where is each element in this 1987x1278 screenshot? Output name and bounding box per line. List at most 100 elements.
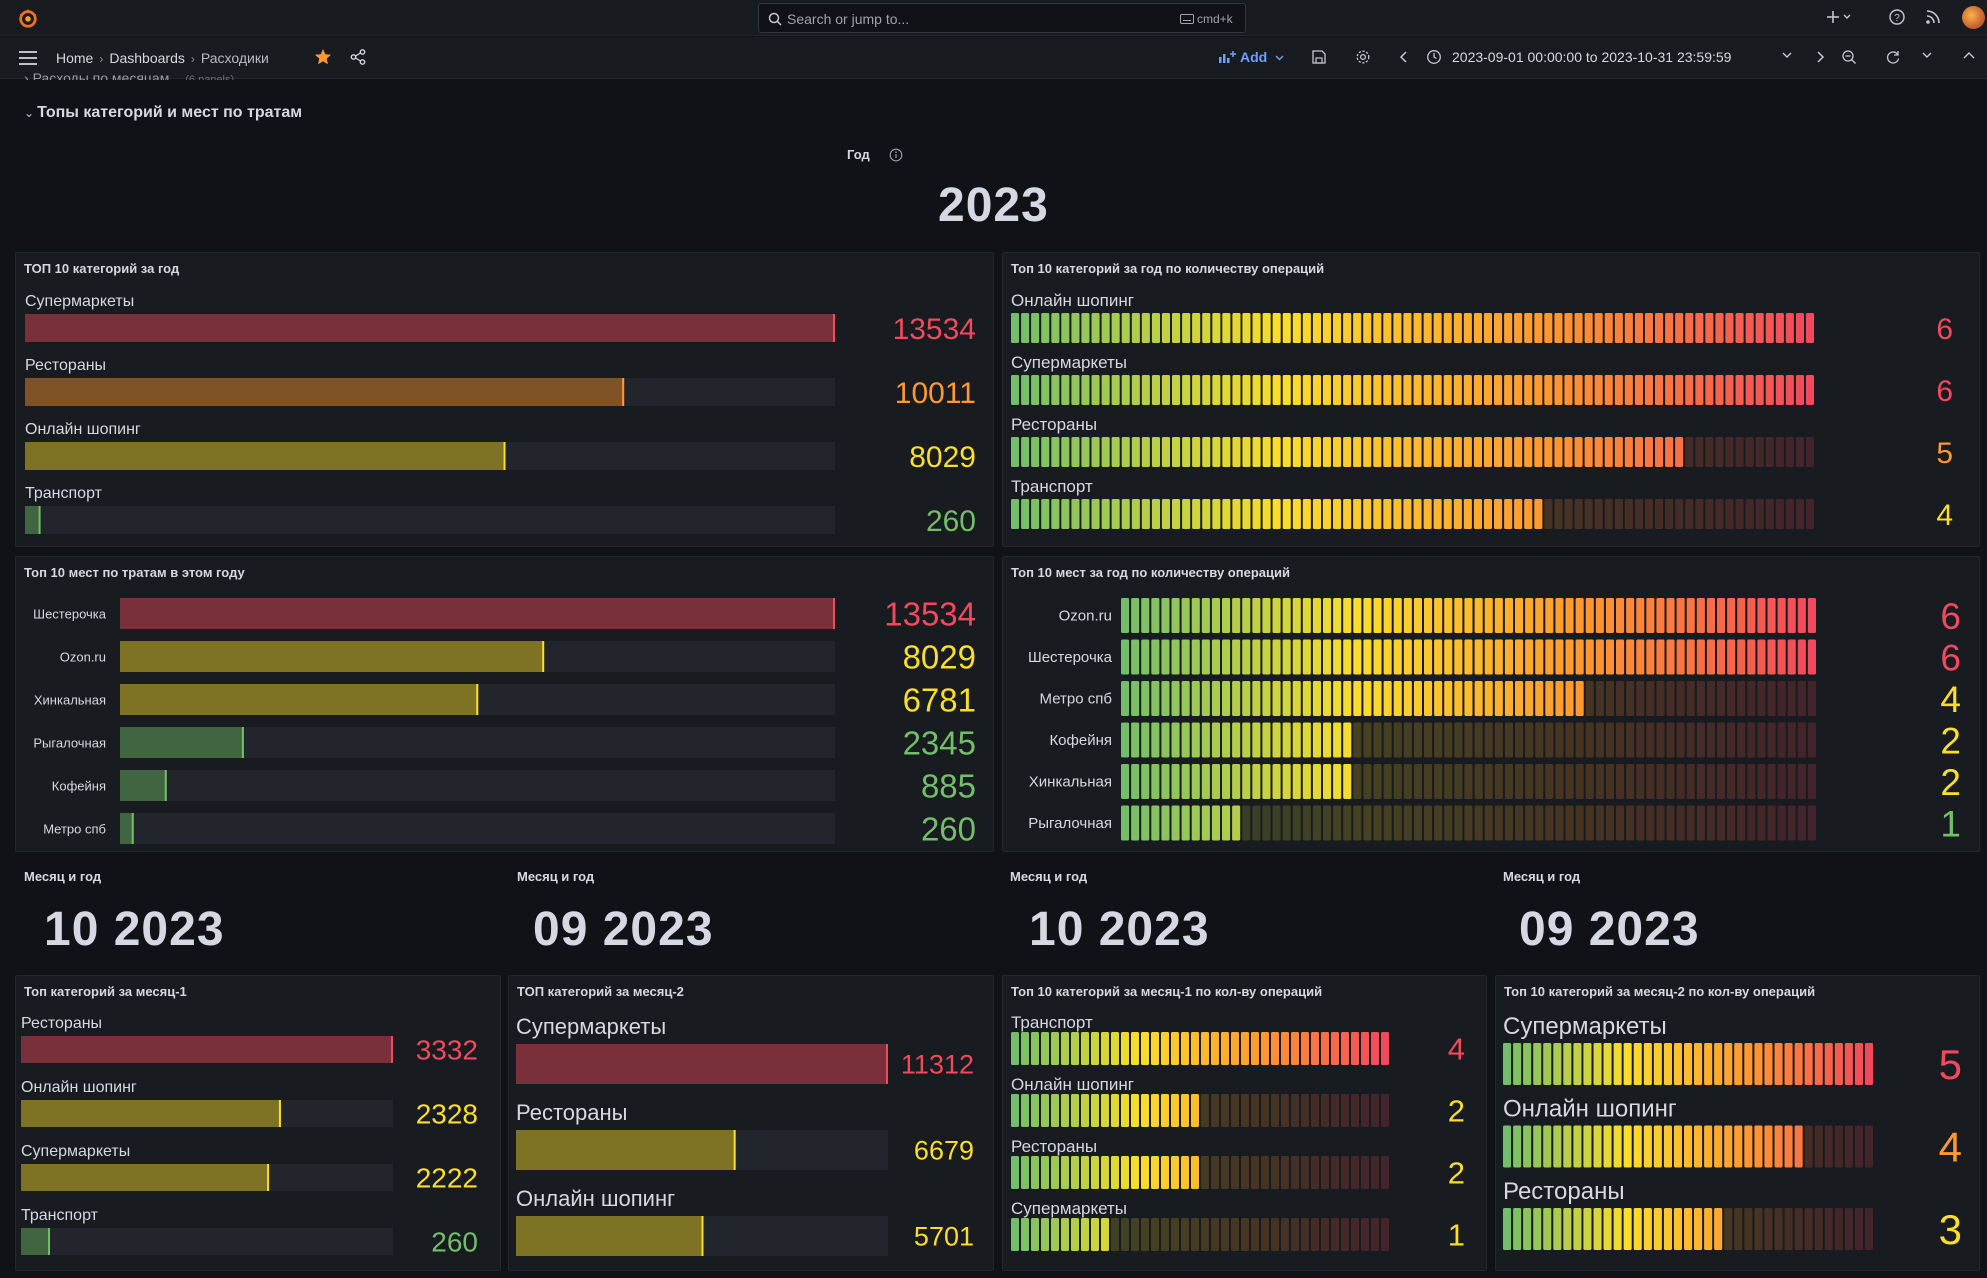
lcd-cell-lit	[1686, 639, 1695, 675]
lcd-cell-lit	[1041, 375, 1050, 405]
help-icon[interactable]: ?	[1888, 8, 1906, 26]
lcd-cell-unlit	[1371, 1094, 1379, 1127]
lcd-cell-lit	[1616, 639, 1625, 675]
panel-top-categories-year-count: Топ 10 категорий за год по количеству оп…	[1002, 252, 1980, 547]
collapsed-row-header[interactable]: › Расходы по месяцам (6 panels)	[24, 70, 234, 80]
bar-fill[interactable]	[21, 1164, 270, 1191]
time-range-picker[interactable]: 2023-09-01 00:00:00 to 2023-10-31 23:59:…	[1452, 49, 1732, 65]
bar-fill[interactable]	[25, 506, 41, 534]
bar-row: Рестораны 10011	[25, 357, 976, 410]
refresh-icon[interactable]	[1885, 49, 1901, 65]
bar-fill[interactable]	[120, 641, 545, 672]
lcd-cell-unlit	[1201, 1156, 1209, 1189]
chevron-down-icon[interactable]	[1922, 52, 1932, 60]
lcd-cell-unlit	[1767, 681, 1776, 716]
lcd-cell-lit	[1081, 1156, 1089, 1189]
menu-icon[interactable]	[18, 50, 38, 66]
lcd-cell-lit	[1282, 722, 1291, 758]
lcd-cell-lit	[1312, 313, 1321, 343]
lcd-cell-unlit	[1545, 805, 1554, 841]
lcd-cell-lit	[1424, 639, 1433, 675]
lcd-cell-unlit	[1864, 1125, 1873, 1168]
news-rss-icon[interactable]	[1924, 8, 1942, 26]
lcd-cell-lit	[1503, 1043, 1512, 1085]
lcd-cell-lit	[1636, 598, 1645, 633]
bar-fill[interactable]	[120, 684, 479, 715]
lcd-cell-lit	[1795, 375, 1804, 405]
lcd-cell-lit	[1031, 1156, 1039, 1189]
bar-fill[interactable]	[21, 1100, 281, 1127]
bar-fill[interactable]	[25, 314, 835, 342]
lcd-cell-unlit	[1605, 764, 1614, 799]
lcd-cell-lit	[1312, 499, 1321, 529]
lcd-cell-lit	[1222, 437, 1231, 467]
bar-value: 2345	[903, 724, 976, 761]
lcd-cell-lit	[1111, 375, 1120, 405]
search-shortcut: cmd+k	[1197, 12, 1233, 26]
star-icon[interactable]	[314, 48, 332, 66]
chevron-down-icon[interactable]	[1782, 52, 1792, 60]
lcd-cell-unlit	[1676, 805, 1685, 841]
lcd-cell-lit	[1685, 375, 1694, 405]
lcd-cell-lit	[1171, 598, 1180, 633]
lcd-cell-lit	[1171, 722, 1180, 758]
bar-fill[interactable]	[120, 770, 167, 801]
plus-icon[interactable]	[1826, 8, 1854, 26]
user-avatar[interactable]	[1962, 6, 1985, 29]
lcd-cell-unlit	[1544, 499, 1553, 529]
info-icon[interactable]	[889, 148, 903, 162]
breadcrumb-dashboards[interactable]: Dashboards	[109, 50, 185, 66]
lcd-cell-unlit	[1807, 722, 1816, 758]
bar-fill[interactable]	[21, 1036, 393, 1063]
settings-gear-icon[interactable]	[1355, 49, 1371, 65]
lcd-cell-unlit	[1757, 681, 1766, 716]
lcd-cell-unlit	[1381, 1156, 1389, 1189]
bar-label: Транспорт	[1011, 477, 1093, 496]
bar-fill[interactable]	[120, 813, 134, 844]
lcd-cell-lit	[1251, 1032, 1259, 1065]
chevron-left-icon[interactable]	[1399, 51, 1409, 63]
lcd-cell-lit	[1633, 1125, 1642, 1168]
share-icon[interactable]	[350, 49, 366, 65]
lcd-cell-lit	[1051, 1218, 1059, 1251]
bar-fill[interactable]	[120, 727, 244, 758]
bar-label: Шестерочка	[33, 607, 107, 622]
lcd-cell-lit	[1191, 1156, 1199, 1189]
add-button[interactable]: Add	[1218, 49, 1284, 65]
bar-row: Ozon.ru 6	[1059, 596, 1961, 637]
bar-row: Транспорт 4	[1011, 1013, 1465, 1067]
panel-title: Топ категорий за месяц-1	[24, 984, 187, 999]
bar-fill[interactable]	[516, 1130, 736, 1170]
chevron-up-icon[interactable]	[1963, 51, 1975, 59]
bar-fill[interactable]	[25, 378, 625, 406]
lcd-cell-lit	[1302, 375, 1311, 405]
bar-fill[interactable]	[25, 442, 506, 470]
lcd-cell-unlit	[1291, 1156, 1299, 1189]
lcd-cell-unlit	[1666, 722, 1675, 758]
lcd-cell-unlit	[1636, 722, 1645, 758]
grafana-logo-icon[interactable]	[16, 7, 40, 29]
lcd-cell-lit	[1353, 313, 1362, 343]
breadcrumb-home[interactable]: Home	[56, 50, 94, 66]
chevron-right-icon[interactable]	[1815, 51, 1825, 63]
bar-label: Метро спб	[43, 822, 106, 837]
lcd-cell-lit	[1141, 681, 1150, 716]
panel-title: Топ 10 категорий за год по количеству оп…	[1011, 261, 1325, 276]
bar-fill[interactable]	[516, 1044, 888, 1084]
search-box[interactable]: Search or jump to... cmd+k	[758, 3, 1246, 33]
zoom-out-icon[interactable]	[1841, 49, 1857, 65]
bar-row: Супермаркеты 1	[1011, 1199, 1465, 1253]
lcd-cell-lit	[1322, 375, 1331, 405]
lcd-cell-lit	[1031, 437, 1040, 467]
lcd-cell-lit	[1666, 598, 1675, 633]
bar-fill[interactable]	[120, 598, 835, 629]
lcd-cell-unlit	[1371, 1218, 1379, 1251]
bar-fill[interactable]	[21, 1228, 51, 1255]
bar-fill[interactable]	[516, 1216, 704, 1256]
lcd-cell-lit	[1051, 375, 1060, 405]
row-header[interactable]: ⌄ Топы категорий и мест по тратам	[24, 104, 302, 122]
lcd-cell-lit	[1242, 313, 1251, 343]
lcd-cell-lit	[1182, 499, 1191, 529]
lcd-cell-lit	[1202, 313, 1211, 343]
save-icon[interactable]	[1311, 49, 1327, 65]
